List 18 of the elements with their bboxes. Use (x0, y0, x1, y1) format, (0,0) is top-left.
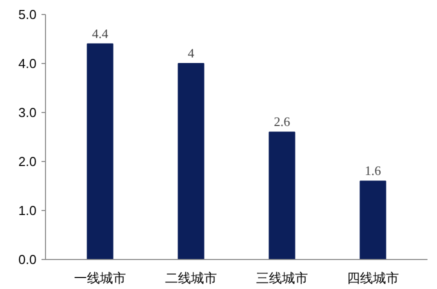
x-tick-label: 四线城市 (346, 270, 399, 286)
y-tick-label: 2.0 (18, 154, 37, 169)
y-tick-label: 1.0 (18, 203, 37, 218)
y-tick-label: 5.0 (18, 7, 37, 22)
bar (178, 63, 204, 260)
data-label: 1.6 (364, 163, 382, 178)
data-label: 4.4 (92, 26, 109, 41)
y-tick-label: 0.0 (18, 252, 37, 267)
bar (268, 132, 296, 260)
data-label: 4 (188, 46, 195, 60)
bar (360, 180, 386, 260)
y-tick-label: 4.0 (18, 56, 37, 71)
data-label: 2.6 (274, 114, 291, 130)
x-tick-label: 一线城市 (74, 270, 126, 286)
bar (86, 43, 114, 260)
x-tick-label: 二线城市 (165, 270, 218, 286)
y-tick-label: 3.0 (18, 105, 37, 120)
x-tick-label: 三线城市 (256, 270, 308, 286)
